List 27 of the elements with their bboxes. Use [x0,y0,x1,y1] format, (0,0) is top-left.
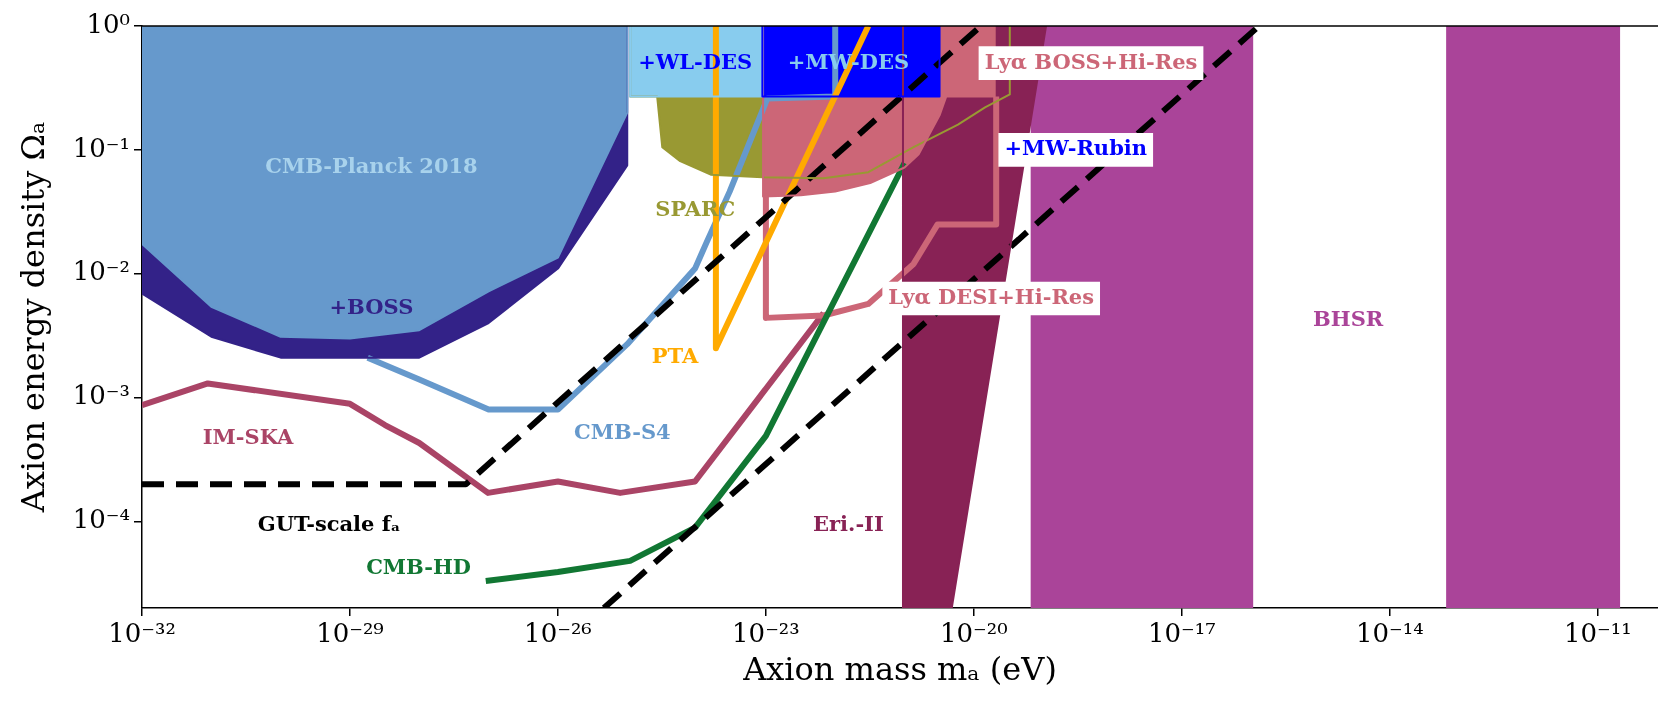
series-label: IM-SKA [202,423,295,449]
series-label: CMB-Planck 2018 [265,152,478,178]
series-label: Eri.-II [813,510,884,536]
x-tick-label: 10⁻¹¹ [1563,618,1632,649]
x-tick-label: 10⁻¹⁷ [1147,618,1216,649]
y-tick-label: 10⁻³ [72,380,130,411]
y-tick-label: 10⁻² [72,256,130,287]
x-tick-label: 10⁻²⁰ [940,618,1008,649]
y-tick-label: 10⁻¹ [72,132,130,163]
x-axis-title: Axion mass mₐ (eV) [742,650,1057,689]
y-axis-title: Axion energy density Ωₐ [14,121,53,514]
x-tick-label: 10⁻¹⁴ [1355,618,1424,649]
annotation: +MW-Rubin [1004,135,1148,161]
y-tick-label: 10⁰ [86,8,130,39]
x-tick-label: 10⁻²⁶ [524,618,592,649]
series-label: +BOSS [329,293,414,319]
series-label: Lyα DESI+Hi-Res [888,283,1095,309]
series-label: PTA [651,343,700,369]
series-label: CMB-HD [366,553,472,579]
band-label: BHSR [1313,306,1384,332]
series-label: CMB-S4 [574,418,671,444]
x-tick-label: 10⁻²⁹ [316,618,384,649]
y-tick-label: 10⁻⁴ [72,504,130,535]
series-label: GUT-scale fₐ [257,510,401,536]
x-tick-label: 10⁻³² [108,618,176,649]
x-tick-label: 10⁻²³ [732,618,800,649]
series-label: Lyα BOSS+Hi-Res [984,48,1198,74]
